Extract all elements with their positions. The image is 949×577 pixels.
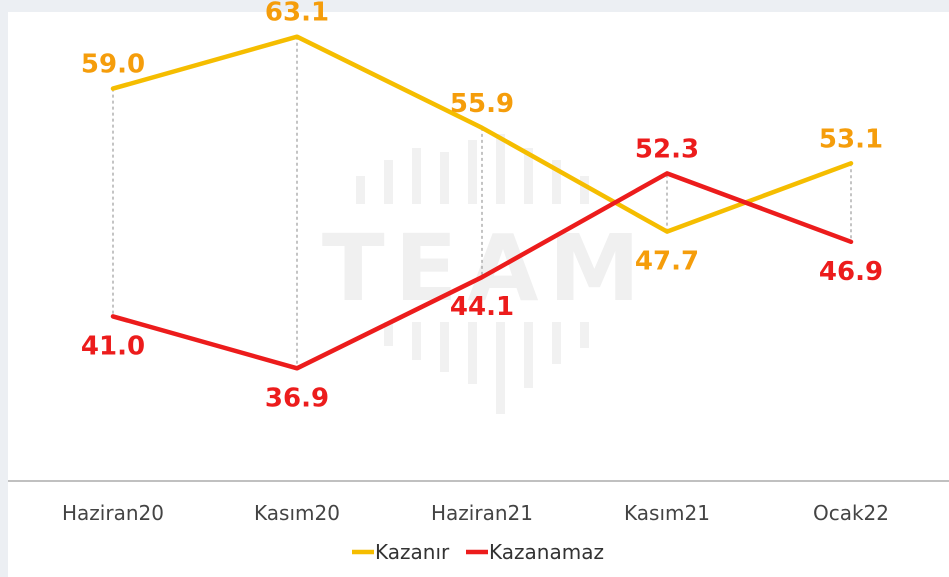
watermark-bar [496, 322, 505, 414]
legend-label: Kazanamaz [489, 540, 604, 564]
data-label: 46.9 [819, 257, 883, 287]
watermark-bar [468, 140, 477, 204]
data-label: 41.0 [81, 331, 145, 361]
series-line-kazanir [110, 34, 854, 234]
watermark-bar [468, 322, 477, 384]
data-label: 52.3 [635, 134, 699, 164]
legend-label: Kazanır [375, 540, 450, 564]
watermark-bar [384, 322, 393, 346]
data-label: 53.1 [819, 124, 883, 154]
data-label: 63.1 [265, 0, 329, 28]
watermark-bar [524, 148, 533, 204]
watermark-bar [384, 160, 393, 204]
drop-lines [112, 36, 852, 369]
watermark-bar [412, 148, 421, 204]
data-label: 36.9 [265, 383, 329, 413]
watermark-bar [496, 134, 505, 204]
watermark-text: TEAM [322, 215, 650, 322]
data-label: 47.7 [635, 247, 699, 277]
watermark-bar [412, 322, 421, 360]
x-tick-label: Kasım21 [624, 501, 710, 525]
watermark-bar [580, 322, 589, 348]
series-lines [110, 34, 854, 371]
legend: Kazanır Kazanamaz [352, 540, 604, 564]
value-labels: 59.0 63.1 55.9 47.7 53.1 41.0 36.9 44.1 52.3 46.9 [81, 0, 883, 413]
series-line-kazanamaz [110, 171, 854, 371]
watermark-bar [356, 176, 365, 204]
x-tick-label: Ocak22 [813, 501, 889, 525]
watermark-bar [552, 322, 561, 364]
watermark-bar [524, 322, 533, 388]
watermark-bar [440, 322, 449, 372]
data-label: 55.9 [450, 89, 514, 119]
x-axis-ticks: Haziran20 Kasım20 Haziran21 Kasım21 Ocak22 [62, 501, 889, 525]
chart-frame [8, 12, 949, 577]
watermark-bar [580, 176, 589, 204]
watermark-bar [552, 160, 561, 204]
watermark-bar [440, 152, 449, 204]
x-tick-label: Kasım20 [254, 501, 340, 525]
x-tick-label: Haziran20 [62, 501, 164, 525]
x-tick-label: Haziran21 [431, 501, 533, 525]
data-label: 44.1 [450, 292, 514, 322]
team-watermark: TEAM [322, 134, 650, 414]
data-label: 59.0 [81, 50, 145, 80]
